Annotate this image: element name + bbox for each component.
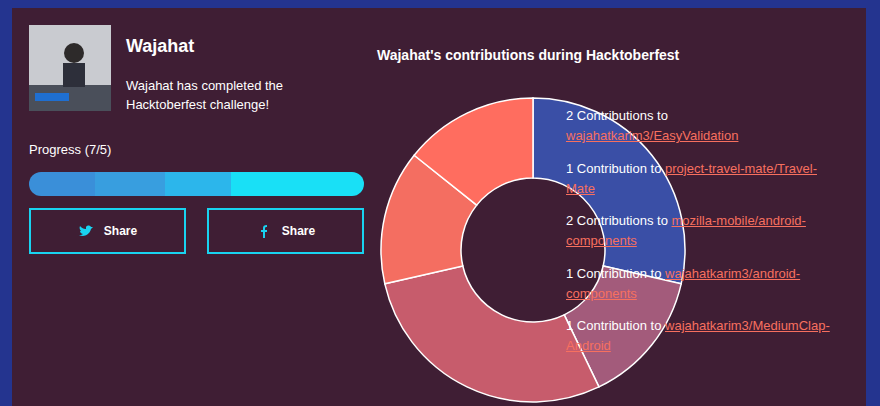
avatar-body (63, 63, 85, 87)
twitter-glyph (79, 226, 93, 236)
share-button[interactable]: Share (29, 208, 186, 254)
avatar-sign (35, 93, 69, 101)
progress-segment (165, 172, 231, 196)
avatar-podium (29, 85, 111, 111)
legend-entry: 2 Contributions to mozilla-mobile/androi… (566, 211, 838, 251)
avatar-bg (29, 25, 111, 111)
value-label: 1 Contribution to (566, 266, 661, 281)
facebook-icon (256, 224, 272, 238)
progress-label: Progress (7/5) (29, 142, 111, 157)
legend-entry: 2 Contributions to wajahatkarim3/EasyVal… (566, 106, 838, 146)
chart-title: Wajahat's contributions during Hacktober… (377, 47, 679, 63)
slice (533, 98, 685, 284)
avatar-head (64, 43, 84, 63)
legend-entry: 1 Contribution to wajahatkarim3/android-… (566, 264, 838, 304)
chart (0, 0, 880, 406)
value-label: 1 Contribution to (566, 161, 661, 176)
name: Wajahat (126, 36, 194, 57)
value-label: 2 Contributions to (566, 108, 668, 123)
progress-segment (231, 172, 364, 196)
slice (414, 98, 533, 205)
avatar (29, 25, 111, 111)
value-label: 1 Contribution to (566, 318, 661, 333)
facebook-glyph (261, 225, 267, 238)
progress-segment (95, 172, 165, 196)
legend-entry: 1 Contribution to project-travel-mate/Tr… (566, 159, 838, 199)
share-button[interactable]: Share (207, 208, 364, 254)
legend-entry: 1 Contribution to wajahatkarim3/MediumCl… (566, 316, 838, 356)
progress-bar (29, 172, 364, 196)
progress-segment (29, 172, 95, 196)
share-label: Share (282, 224, 315, 238)
message: Wajahat has completed the Hacktoberfest … (126, 76, 311, 114)
donut (381, 98, 685, 402)
repo-link[interactable]: wajahatkarim3/EasyValidation (566, 128, 738, 143)
twitter-icon (78, 224, 94, 238)
value-label: 2 Contributions to (566, 213, 668, 228)
share-label: Share (104, 224, 137, 238)
